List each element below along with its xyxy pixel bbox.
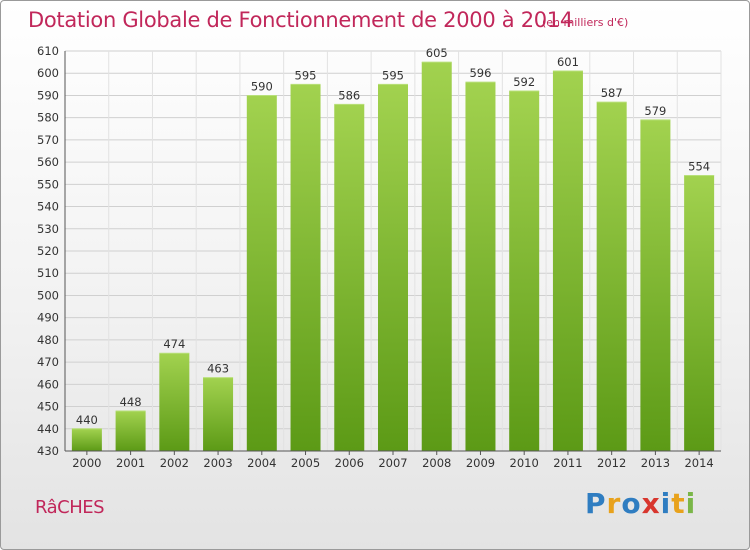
x-tick-label: 2013 <box>641 456 670 470</box>
logo-letter: t <box>671 487 686 520</box>
bar-value-label: 474 <box>163 337 185 351</box>
y-tick-label: 480 <box>37 333 59 347</box>
x-tick-label: 2009 <box>466 456 495 470</box>
x-tick-label: 2004 <box>247 456 276 470</box>
logo-letter: i <box>660 487 672 520</box>
logo-letter: P <box>585 487 607 520</box>
bar-value-label: 595 <box>382 68 404 82</box>
bar-value-label: 586 <box>338 88 360 102</box>
bar <box>552 71 583 451</box>
bar <box>509 91 540 451</box>
y-tick-label: 460 <box>37 377 59 391</box>
y-tick-label: 600 <box>37 66 59 80</box>
logo-letter: r <box>606 487 622 520</box>
y-tick-label: 510 <box>37 266 59 280</box>
bar <box>334 104 365 451</box>
y-tick-label: 580 <box>37 111 59 125</box>
proxiti-logo: Proxiti <box>585 487 696 520</box>
x-tick-label: 2001 <box>116 456 145 470</box>
y-tick-label: 450 <box>37 400 59 414</box>
y-tick-label: 490 <box>37 311 59 325</box>
logo-letter: i <box>685 487 697 520</box>
bar <box>684 175 715 451</box>
y-tick-label: 530 <box>37 222 59 236</box>
y-tick-label: 540 <box>37 200 59 214</box>
bar <box>465 82 496 451</box>
chart-title: Dotation Globale de Fonctionnement de 20… <box>28 8 573 32</box>
y-tick-label: 520 <box>37 244 59 258</box>
x-tick-label: 2003 <box>203 456 232 470</box>
x-tick-label: 2008 <box>422 456 451 470</box>
y-tick-label: 470 <box>37 355 59 369</box>
commune-name: RâCHES <box>35 497 105 518</box>
bar-value-label: 596 <box>469 66 491 80</box>
bar-value-label: 440 <box>76 413 98 427</box>
x-tick-label: 2006 <box>335 456 364 470</box>
y-tick-label: 570 <box>37 133 59 147</box>
x-tick-label: 2002 <box>160 456 189 470</box>
bar-value-label: 554 <box>688 159 710 173</box>
y-tick-label: 560 <box>37 155 59 169</box>
x-tick-label: 2014 <box>684 456 713 470</box>
bar <box>71 428 102 451</box>
chart-subtitle: (en milliers d'€) <box>542 16 629 29</box>
y-tick-label: 440 <box>37 422 59 436</box>
bar <box>640 119 671 451</box>
y-tick-label: 550 <box>37 177 59 191</box>
bar-value-label: 590 <box>251 79 273 93</box>
y-tick-label: 430 <box>37 444 59 458</box>
y-tick-label: 610 <box>37 44 59 58</box>
bar-value-label: 579 <box>644 104 666 118</box>
bar <box>378 84 408 451</box>
bar <box>421 62 452 451</box>
bar-value-label: 463 <box>207 362 229 376</box>
x-tick-label: 2005 <box>291 456 320 470</box>
bar-value-label: 601 <box>557 55 579 69</box>
x-tick-label: 2000 <box>72 456 101 470</box>
x-tick-label: 2012 <box>597 456 626 470</box>
bar <box>596 102 627 451</box>
bar <box>246 95 277 451</box>
logo-letter: o <box>621 487 642 520</box>
bar <box>290 84 321 451</box>
y-tick-label: 500 <box>37 288 59 302</box>
x-tick-label: 2007 <box>378 456 407 470</box>
bar <box>203 377 234 451</box>
bar-value-label: 448 <box>120 395 142 409</box>
logo-letter: x <box>641 487 661 520</box>
bar-value-label: 605 <box>426 46 448 60</box>
x-tick-label: 2011 <box>553 456 582 470</box>
bar <box>159 353 190 451</box>
x-tick-label: 2010 <box>510 456 539 470</box>
bar <box>115 411 146 451</box>
bar-value-label: 587 <box>601 86 623 100</box>
y-tick-label: 590 <box>37 88 59 102</box>
bar-value-label: 592 <box>513 75 535 89</box>
bar-value-label: 595 <box>295 68 317 82</box>
